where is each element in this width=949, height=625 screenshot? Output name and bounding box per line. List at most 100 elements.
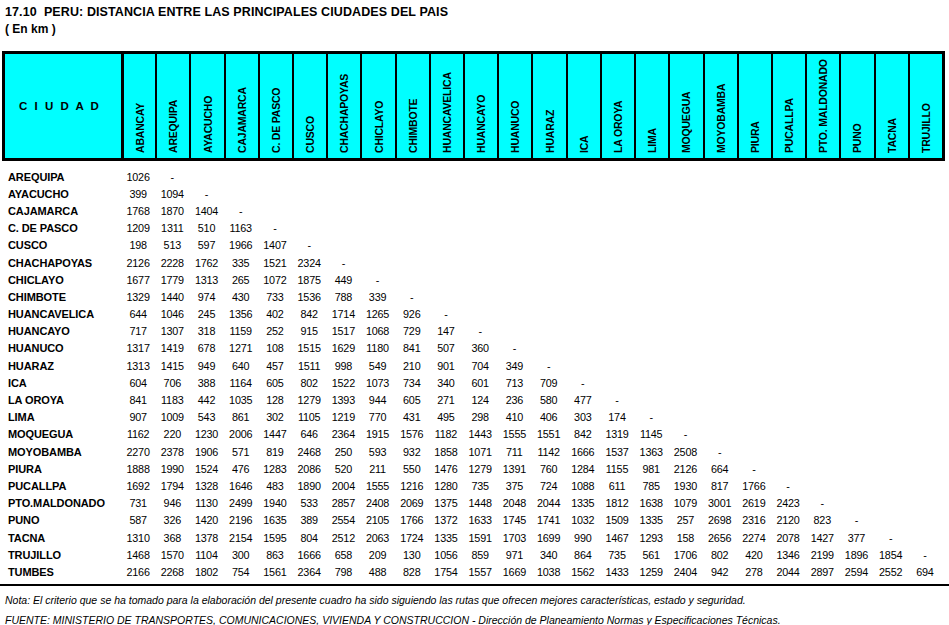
distance-cell: 1026 (121, 171, 155, 183)
row-city-label: CUSCO (5, 239, 121, 251)
distance-cell: 388 (189, 377, 223, 389)
distance-cell: 611 (600, 480, 634, 492)
distance-cell: 513 (155, 239, 189, 251)
column-header-huancavelica: HUANCAVELICA (429, 54, 463, 158)
distance-cell: 507 (429, 342, 463, 354)
distance-cell: 543 (189, 411, 223, 423)
page-title: 17.10 PERU: DISTANCIA ENTRE LAS PRINCIPA… (5, 5, 949, 19)
row-city-label: ICA (5, 377, 121, 389)
distance-cell: 1448 (463, 497, 497, 509)
distance-cell: 2126 (668, 463, 702, 475)
distance-cell: 861 (224, 411, 258, 423)
distance-cell: 1162 (121, 428, 155, 440)
distance-cell: 731 (121, 497, 155, 509)
distance-cell: - (600, 394, 634, 406)
distance-cell: 1677 (121, 274, 155, 286)
distance-cell: 1293 (634, 532, 668, 544)
distance-cell: 488 (360, 566, 394, 578)
distance-cell: 1990 (155, 463, 189, 475)
distance-cell: 1754 (429, 566, 463, 578)
distance-cell: 2044 (771, 566, 805, 578)
distance-cell: 1155 (600, 463, 634, 475)
distance-cell: 802 (292, 377, 326, 389)
table-row-puno: PUNO587326142021961635389255421051766137… (5, 512, 942, 529)
distance-cell: 2656 (703, 532, 737, 544)
distance-cell: 1419 (155, 342, 189, 354)
distance-cell: 644 (121, 308, 155, 320)
column-header-label: PUNO (851, 123, 863, 153)
distance-cell: 1812 (600, 497, 634, 509)
distance-cell: 339 (360, 291, 394, 303)
distance-cell: 735 (600, 549, 634, 561)
distance-cell: 1561 (258, 566, 292, 578)
distance-cell: 990 (566, 532, 600, 544)
distance-cell: 2552 (874, 566, 908, 578)
distance-cell: 709 (531, 377, 565, 389)
distance-cell: 1363 (634, 446, 668, 458)
distance-cell: 3001 (703, 497, 737, 509)
distance-cell: 2468 (292, 446, 326, 458)
distance-cell: 375 (497, 480, 531, 492)
column-header-label: TACNA (886, 118, 898, 153)
distance-cell: 1072 (258, 274, 292, 286)
distance-cell: 694 (908, 566, 942, 578)
distance-cell: 2166 (121, 566, 155, 578)
distance-cell: 1279 (292, 394, 326, 406)
column-header-label: C. DE PASCO (270, 88, 282, 153)
distance-cell: 303 (566, 411, 600, 423)
distance-cell: 1699 (531, 532, 565, 544)
table-row-huaraz: HUARAZ1313141594964045715119985492109017… (5, 357, 942, 374)
document-page: 17.10 PERU: DISTANCIA ENTRE LAS PRINCIPA… (0, 5, 949, 625)
distance-cell: 1509 (600, 514, 634, 526)
distance-cell: 1562 (566, 566, 600, 578)
table-row-huanuco: HUANUCO131714196781271108151516291180841… (5, 340, 942, 357)
distance-cell: 1183 (155, 394, 189, 406)
distance-cell: 1536 (292, 291, 326, 303)
distance-cell: 804 (292, 532, 326, 544)
distance-cell: 580 (531, 394, 565, 406)
distance-cell: 1335 (634, 514, 668, 526)
distance-cell: 2512 (326, 532, 360, 544)
row-city-label: HUANCAYO (5, 325, 121, 337)
column-header-la-oroya: LA OROYA (600, 54, 634, 158)
column-header-c-de-pasco: C. DE PASCO (258, 54, 292, 158)
distance-cell: 1858 (429, 446, 463, 458)
distance-cell: 2554 (326, 514, 360, 526)
distance-cell: 2044 (531, 497, 565, 509)
column-header-chiclayo: CHICLAYO (360, 54, 394, 158)
row-city-label: LA OROYA (5, 394, 121, 406)
distance-cell: 318 (189, 325, 223, 337)
column-header-lima: LIMA (634, 54, 668, 158)
column-header-label: LA OROYA (612, 101, 624, 153)
distance-cell: 1511 (292, 360, 326, 372)
column-header-cusco: CUSCO (292, 54, 326, 158)
distance-cell: 1265 (360, 308, 394, 320)
distance-cell: 158 (668, 532, 702, 544)
column-header-label: TRUJILLO (920, 103, 932, 153)
row-city-label: TACNA (5, 532, 121, 544)
row-city-label: CAJAMARCA (5, 205, 121, 217)
distance-cell: 257 (668, 514, 702, 526)
distance-cell: 1522 (326, 377, 360, 389)
distance-cell: 549 (360, 360, 394, 372)
distance-cell: - (566, 377, 600, 389)
distance-cell: 477 (566, 394, 600, 406)
distance-cell: 735 (463, 480, 497, 492)
distance-cell: 859 (463, 549, 497, 561)
distance-cell: 1310 (121, 532, 155, 544)
distance-cell: 597 (189, 239, 223, 251)
distance-cell: 209 (360, 549, 394, 561)
distance-cell: 1762 (189, 257, 223, 269)
distance-cell: 974 (189, 291, 223, 303)
distance-cell: 1391 (497, 463, 531, 475)
distance-cell: 377 (839, 532, 873, 544)
distance-cell: 2274 (737, 532, 771, 544)
distance-cell: 1794 (155, 480, 189, 492)
corner-header-ciudad: C I U D A D (5, 54, 121, 158)
distance-cell: 1356 (224, 308, 258, 320)
distance-cell: 1443 (463, 428, 497, 440)
row-city-label: PUCALLPA (5, 480, 121, 492)
distance-cell: 1940 (258, 497, 292, 509)
distance-cell: 823 (805, 514, 839, 526)
distance-cell: 271 (429, 394, 463, 406)
